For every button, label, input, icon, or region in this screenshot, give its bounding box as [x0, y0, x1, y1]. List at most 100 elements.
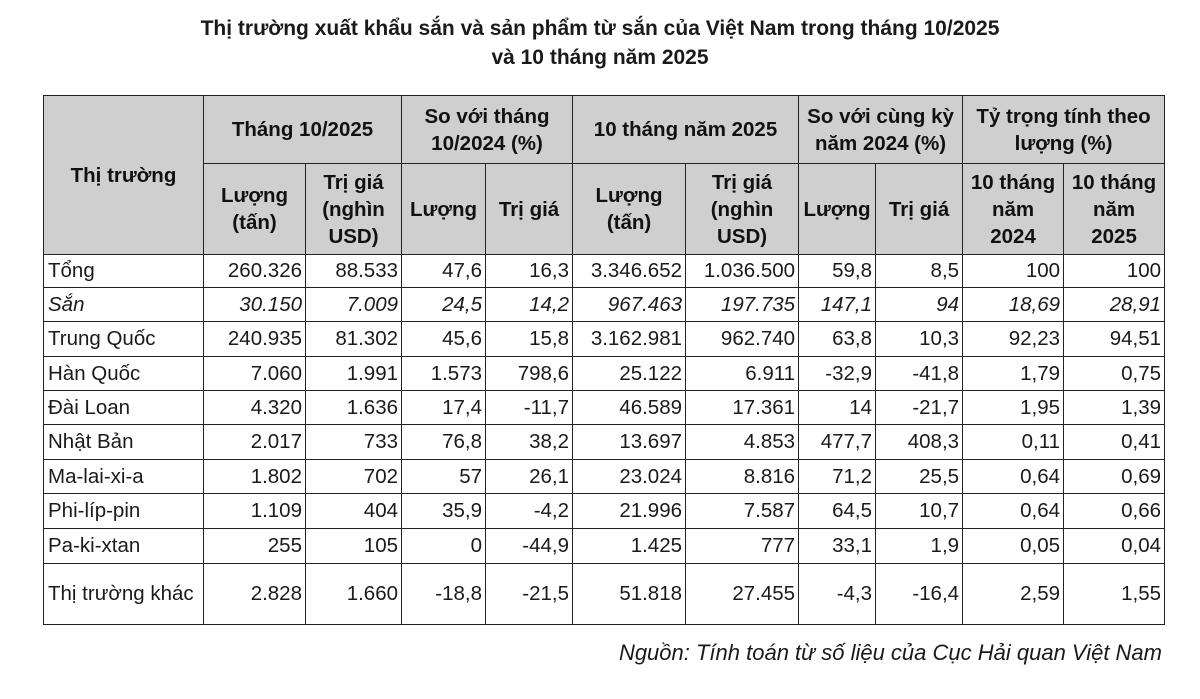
value-cell: 702: [304, 459, 403, 494]
header-value: Trị giá: [875, 163, 964, 255]
value-cell: 1.573: [401, 356, 487, 391]
value-cell: 197.735: [685, 287, 800, 322]
value-cell: 0,75: [1063, 356, 1166, 391]
value-cell: 15,8: [485, 321, 574, 357]
value-cell: 1.991: [304, 356, 403, 391]
header-value: Trị giá: [485, 163, 574, 255]
value-cell: 7.587: [685, 493, 800, 529]
value-cell: 17.361: [685, 390, 800, 425]
value-cell: 0,69: [1063, 459, 1166, 494]
table-row: Nhật Bản 2.017 733 76,8 38,2 13.697 4.853 477,7…: [43, 424, 1166, 460]
title-line-1: Thị trường xuất khẩu sắn và sản phẩm từ …: [200, 17, 1000, 40]
value-cell: 477,7: [798, 424, 877, 460]
header-month-2025: Tháng 10/2025: [202, 95, 403, 164]
value-cell: 777: [685, 528, 800, 564]
market-name-cell: Nhật Bản: [43, 424, 204, 460]
table-row: Tổng 260.326 88.533 47,6 16,3 3.346.652 1.036.…: [43, 254, 1166, 288]
header-share-by-volume: Tỷ trọng tính theo lượng (%): [962, 95, 1166, 164]
value-cell: 30.150: [203, 287, 306, 322]
value-cell: 1.425: [572, 528, 687, 564]
value-cell: 147,1: [798, 287, 877, 322]
value-cell: 0,64: [962, 459, 1065, 494]
value-cell: 13.697: [572, 424, 687, 460]
market-name-cell: Phi-líp-pin: [43, 493, 204, 529]
value-cell: 16,3: [485, 254, 574, 288]
value-cell: 0,05: [962, 528, 1065, 564]
value-cell: 404: [304, 493, 403, 529]
value-cell: 100: [1063, 254, 1166, 288]
value-cell: 7.060: [203, 356, 306, 391]
value-cell: 0,04: [1063, 528, 1166, 564]
market-name-cell: Trung Quốc: [43, 321, 204, 357]
table-row: Phi-líp-pin 1.109 404 35,9 -4,2 21.996 7.587 64…: [43, 493, 1166, 529]
value-cell: 46.589: [572, 390, 687, 425]
value-cell: -16,4: [875, 563, 964, 625]
value-cell: 45,6: [401, 321, 487, 357]
value-cell: -18,8: [401, 563, 487, 625]
header-share-2024: 10 tháng năm 2024: [962, 163, 1065, 255]
document-title: Thị trường xuất khẩu sắn và sản phẩm từ …: [0, 14, 1200, 72]
header-qty-ton: Lượng (tấn): [572, 163, 687, 255]
header-vs-same-period-2024: So với cùng kỳ năm 2024 (%): [798, 95, 964, 164]
value-cell: 25,5: [875, 459, 964, 494]
value-cell: 0,64: [962, 493, 1065, 529]
value-cell: 76,8: [401, 424, 487, 460]
source-note: Nguồn: Tính toán từ số liệu của Cục Hải …: [618, 640, 1162, 665]
table-body: Tổng 260.326 88.533 47,6 16,3 3.346.652 1.036.…: [43, 254, 1166, 625]
value-cell: 100: [962, 254, 1065, 288]
value-cell: 81.302: [304, 321, 403, 357]
header-value-usd: Trị giá (nghìn USD): [685, 163, 800, 255]
header-vs-month-2024: So với tháng 10/2024 (%): [401, 95, 574, 164]
value-cell: 18,69: [962, 287, 1065, 322]
table-row: Sắn 30.150 7.009 24,5 14,2 967.463 197.735 147,…: [43, 287, 1166, 322]
value-cell: 105: [304, 528, 403, 564]
value-cell: 3.346.652: [572, 254, 687, 288]
market-name-cell: Đài Loan: [43, 390, 204, 425]
value-cell: 10,3: [875, 321, 964, 357]
market-name-cell: Thị trường khác: [43, 563, 204, 625]
table-row: Hàn Quốc 7.060 1.991 1.573 798,6 25.122 6.911-…: [43, 356, 1166, 391]
value-cell: 0,11: [962, 424, 1065, 460]
value-cell: 1,79: [962, 356, 1065, 391]
value-cell: 88.533: [304, 254, 403, 288]
market-name-cell: Tổng: [43, 254, 204, 288]
value-cell: 8,5: [875, 254, 964, 288]
value-cell: 2,59: [962, 563, 1065, 625]
market-name-cell: Ma-lai-xi-a: [43, 459, 204, 494]
value-cell: 1,95: [962, 390, 1065, 425]
value-cell: 1.036.500: [685, 254, 800, 288]
value-cell: 57: [401, 459, 487, 494]
header-qty-ton: Lượng (tấn): [203, 163, 306, 255]
header-market: Thị trường: [43, 95, 204, 255]
value-cell: 0,41: [1063, 424, 1166, 460]
value-cell: 33,1: [798, 528, 877, 564]
market-name-cell: Hàn Quốc: [43, 356, 204, 391]
header-10-months-2025: 10 tháng năm 2025: [572, 95, 800, 164]
value-cell: 408,3: [875, 424, 964, 460]
value-cell: 94: [875, 287, 964, 322]
value-cell: -21,7: [875, 390, 964, 425]
table-row: Thị trường khác 2.828 1.660 -18,8 -21,5 51.81…: [43, 563, 1166, 625]
market-name-cell: Sắn: [43, 287, 204, 322]
value-cell: 26,1: [485, 459, 574, 494]
header-share-2025: 10 tháng năm 2025: [1063, 163, 1166, 255]
value-cell: -11,7: [485, 390, 574, 425]
value-cell: 92,23: [962, 321, 1065, 357]
export-market-table: Thị trường Tháng 10/2025 So với tháng 10…: [43, 95, 1166, 625]
value-cell: 1.109: [203, 493, 306, 529]
market-name-cell: Pa-ki-xtan: [43, 528, 204, 564]
value-cell: -44,9: [485, 528, 574, 564]
value-cell: 255: [203, 528, 306, 564]
value-cell: 1,55: [1063, 563, 1166, 625]
table-header: Thị trường Tháng 10/2025 So với tháng 10…: [43, 95, 1166, 255]
value-cell: 733: [304, 424, 403, 460]
value-cell: 35,9: [401, 493, 487, 529]
value-cell: 4.853: [685, 424, 800, 460]
value-cell: 63,8: [798, 321, 877, 357]
value-cell: 0,66: [1063, 493, 1166, 529]
value-cell: 3.162.981: [572, 321, 687, 357]
value-cell: 2.828: [203, 563, 306, 625]
value-cell: -32,9: [798, 356, 877, 391]
header-qty: Lượng: [798, 163, 877, 255]
value-cell: 240.935: [203, 321, 306, 357]
